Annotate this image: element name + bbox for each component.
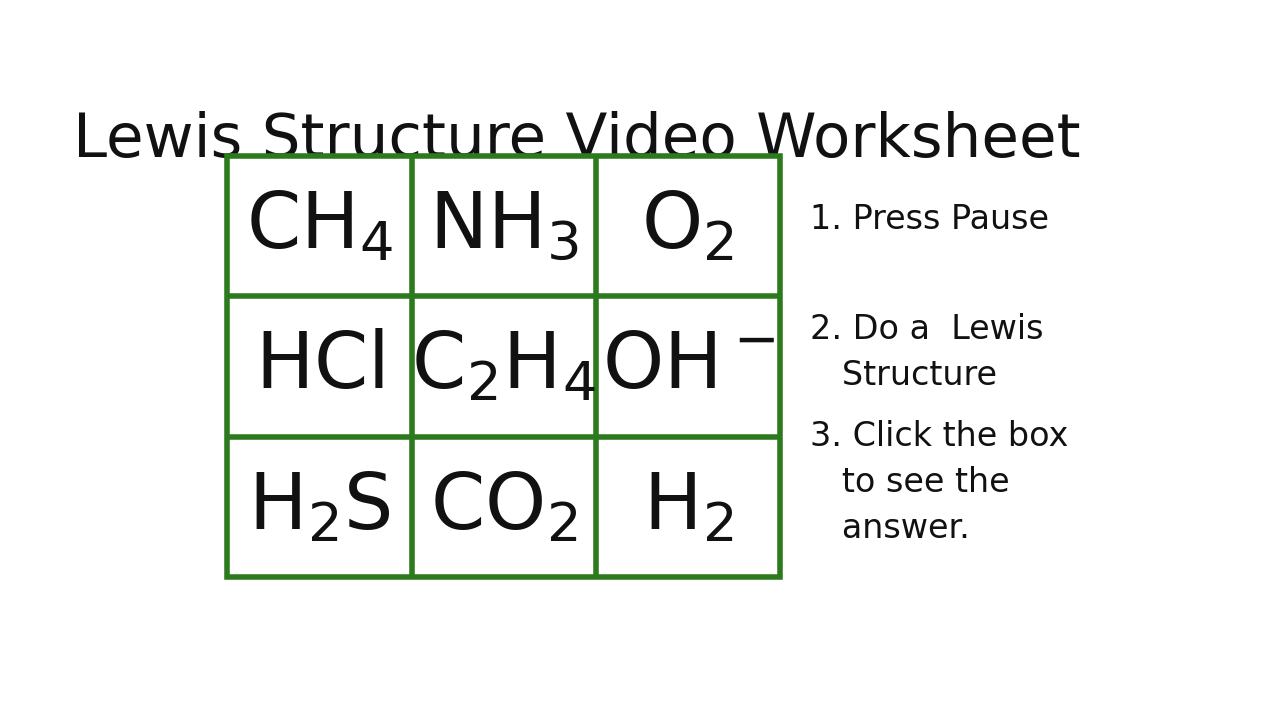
Text: $\mathregular{CH_4}$: $\mathregular{CH_4}$ [246, 188, 393, 264]
Bar [228, 156, 780, 577]
Text: Lewis Structure Video Worksheet: Lewis Structure Video Worksheet [73, 112, 1080, 171]
Text: 3. Click the box
   to see the
   answer.: 3. Click the box to see the answer. [810, 420, 1068, 545]
Text: $\mathregular{C_2H_4}$: $\mathregular{C_2H_4}$ [411, 328, 596, 405]
Text: $\mathregular{HCl}$: $\mathregular{HCl}$ [255, 328, 384, 405]
Text: $\mathregular{H_2S}$: $\mathregular{H_2S}$ [248, 469, 392, 545]
Text: $\mathregular{O_2}$: $\mathregular{O_2}$ [641, 188, 735, 264]
Text: 1. Press Pause: 1. Press Pause [810, 203, 1048, 236]
Text: $\mathregular{CO_2}$: $\mathregular{CO_2}$ [430, 469, 577, 545]
Text: 2. Do a  Lewis
   Structure: 2. Do a Lewis Structure [810, 313, 1043, 392]
Text: $\mathregular{OH^-}$: $\mathregular{OH^-}$ [602, 328, 774, 405]
Bar [228, 156, 780, 577]
Text: $\mathregular{NH_3}$: $\mathregular{NH_3}$ [429, 188, 579, 264]
Text: $\mathregular{H_2}$: $\mathregular{H_2}$ [643, 469, 733, 545]
